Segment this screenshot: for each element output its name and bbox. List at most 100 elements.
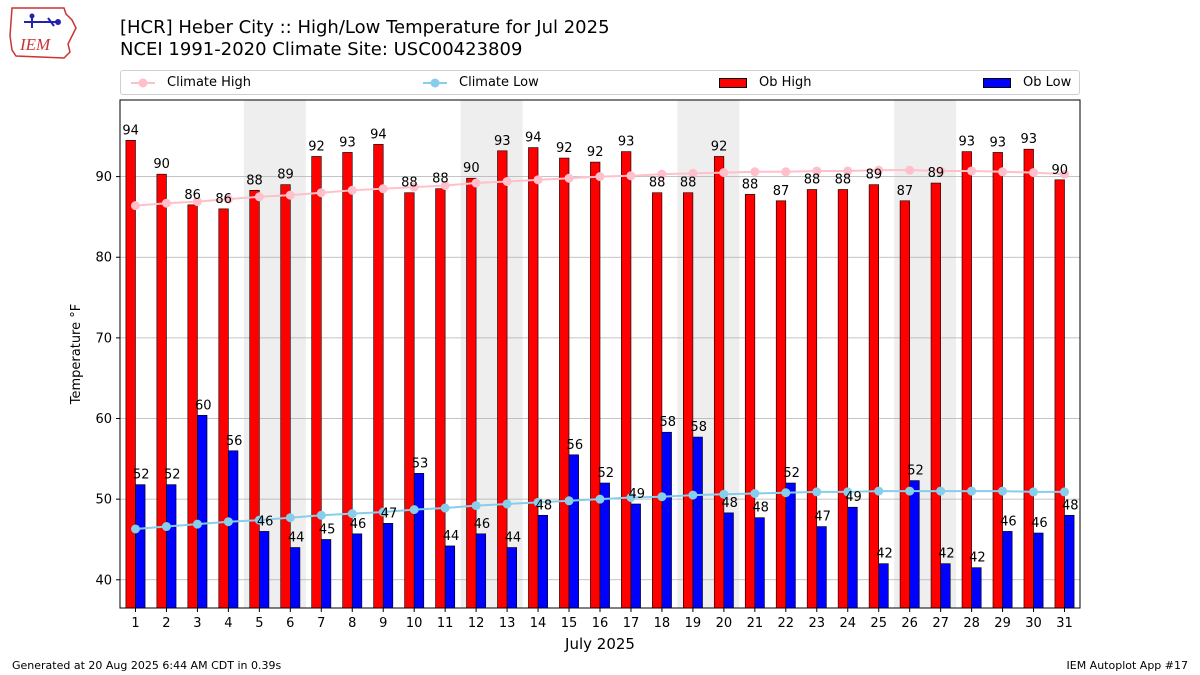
climate-high-point bbox=[130, 201, 140, 211]
ob-high-bar bbox=[652, 192, 663, 609]
ob-high-bar bbox=[775, 200, 787, 609]
x-tick-label: 31 bbox=[1056, 616, 1073, 631]
ob-high-label: 89 bbox=[928, 166, 945, 181]
ob-high-label: 93 bbox=[339, 135, 356, 150]
ob-high-label: 90 bbox=[153, 157, 170, 172]
ob-high-label: 93 bbox=[959, 135, 976, 150]
legend-label-climate-low: Climate Low bbox=[459, 75, 539, 90]
climate-high-point bbox=[1029, 168, 1039, 178]
climate-low-point bbox=[564, 496, 574, 506]
ob-high-bar bbox=[837, 189, 849, 609]
ob-high-label: 88 bbox=[246, 173, 263, 188]
ob-high-bar bbox=[342, 152, 353, 609]
climate-low-point bbox=[192, 519, 202, 529]
legend-label-ob-low: Ob Low bbox=[1023, 75, 1072, 90]
ob-high-label: 94 bbox=[122, 123, 139, 138]
climate-high-point bbox=[998, 167, 1008, 177]
ob-low-label: 47 bbox=[814, 510, 831, 525]
ob-low-label: 44 bbox=[288, 531, 305, 546]
climate-high-point bbox=[626, 171, 636, 181]
ob-low-label: 58 bbox=[690, 420, 707, 435]
climate-low-point bbox=[998, 486, 1008, 496]
ob-low-bar bbox=[166, 484, 177, 609]
logo-text: IEM bbox=[19, 35, 51, 54]
ob-high-label: 93 bbox=[990, 135, 1007, 150]
ob-low-bar bbox=[228, 450, 239, 609]
ob-high-bar bbox=[559, 157, 570, 609]
climate-low-point bbox=[378, 507, 388, 517]
x-tick-label: 17 bbox=[623, 616, 640, 631]
climate-low-point bbox=[316, 510, 326, 520]
climate-low-point bbox=[130, 524, 140, 534]
climate-high-point bbox=[1060, 169, 1070, 179]
x-tick-label: 12 bbox=[468, 616, 485, 631]
ob-high-label: 89 bbox=[277, 168, 294, 183]
ob-low-bar bbox=[723, 512, 734, 609]
ob-high-bar bbox=[590, 161, 601, 609]
climate-high-point bbox=[595, 172, 605, 182]
climate-low-point bbox=[936, 486, 946, 496]
x-tick-label: 29 bbox=[994, 616, 1011, 631]
ob-low-label: 42 bbox=[969, 551, 986, 566]
climate-low-point bbox=[874, 486, 884, 496]
ob-high-label: 90 bbox=[463, 161, 480, 176]
ob-high-label: 94 bbox=[525, 131, 542, 146]
ob-low-bar bbox=[878, 563, 889, 609]
ob-high-bar bbox=[528, 147, 539, 609]
x-tick-label: 23 bbox=[809, 616, 826, 631]
x-tick-label: 20 bbox=[716, 616, 733, 631]
ob-high-label: 93 bbox=[494, 134, 511, 149]
x-tick-label: 11 bbox=[437, 616, 454, 631]
legend-label-ob-high: Ob High bbox=[759, 75, 812, 90]
ob-high-bar bbox=[713, 156, 725, 609]
climate-low-point bbox=[409, 505, 419, 515]
climate-low-point bbox=[905, 486, 915, 496]
title-line-1: [HCR] Heber City :: High/Low Temperature… bbox=[120, 17, 610, 38]
x-tick-label: 27 bbox=[932, 616, 949, 631]
climate-high-point bbox=[316, 188, 326, 198]
ob-low-bar bbox=[1064, 514, 1075, 609]
ob-high-label: 92 bbox=[308, 139, 325, 154]
generated-timestamp: Generated at 20 Aug 2025 6:44 AM CDT in … bbox=[12, 659, 282, 672]
x-tick-label: 26 bbox=[901, 616, 918, 631]
climate-low-point bbox=[812, 487, 822, 497]
ob-low-bar bbox=[537, 514, 548, 609]
legend-label-climate-high: Climate High bbox=[167, 75, 252, 90]
ob-high-bar bbox=[806, 189, 818, 609]
y-axis-label: Temperature °F bbox=[69, 304, 84, 405]
climate-high-point bbox=[843, 166, 853, 176]
ob-high-label: 88 bbox=[649, 176, 666, 191]
climate-low-point bbox=[254, 515, 264, 525]
x-tick-label: 24 bbox=[839, 616, 856, 631]
ob-low-label: 47 bbox=[381, 506, 398, 521]
x-tick-label: 8 bbox=[348, 616, 356, 631]
ob-low-bar bbox=[785, 482, 796, 609]
climate-high-point bbox=[905, 165, 915, 175]
legend: Climate High Climate Low Ob High Ob Low bbox=[120, 70, 1080, 95]
y-tick-label: 60 bbox=[95, 412, 112, 427]
ob-high-bar bbox=[311, 156, 322, 609]
ob-high-swatch-icon bbox=[719, 77, 747, 88]
climate-low-point bbox=[440, 503, 450, 513]
ob-high-label: 92 bbox=[556, 141, 573, 156]
y-tick-label: 70 bbox=[95, 331, 112, 346]
climate-low-point bbox=[781, 488, 791, 498]
climate-high-point bbox=[874, 165, 884, 175]
ob-low-bar bbox=[661, 431, 672, 609]
climate-low-point bbox=[595, 494, 605, 504]
climate-low-line-icon bbox=[423, 78, 447, 87]
ob-low-bar bbox=[506, 547, 517, 609]
climate-high-point bbox=[719, 168, 729, 178]
climate-high-line-icon bbox=[131, 78, 155, 87]
ob-high-label: 88 bbox=[401, 176, 418, 191]
ob-high-bar bbox=[899, 200, 910, 609]
climate-low-point bbox=[1060, 487, 1070, 497]
ob-high-bar bbox=[156, 173, 167, 609]
ob-low-label: 56 bbox=[226, 434, 243, 449]
chart-title: [HCR] Heber City :: High/Low Temperature… bbox=[120, 17, 610, 61]
climate-high-point bbox=[192, 197, 202, 207]
ob-low-bar bbox=[444, 545, 456, 609]
climate-high-point bbox=[347, 185, 357, 195]
ob-low-bar bbox=[320, 539, 332, 609]
climate-high-point bbox=[378, 184, 388, 194]
